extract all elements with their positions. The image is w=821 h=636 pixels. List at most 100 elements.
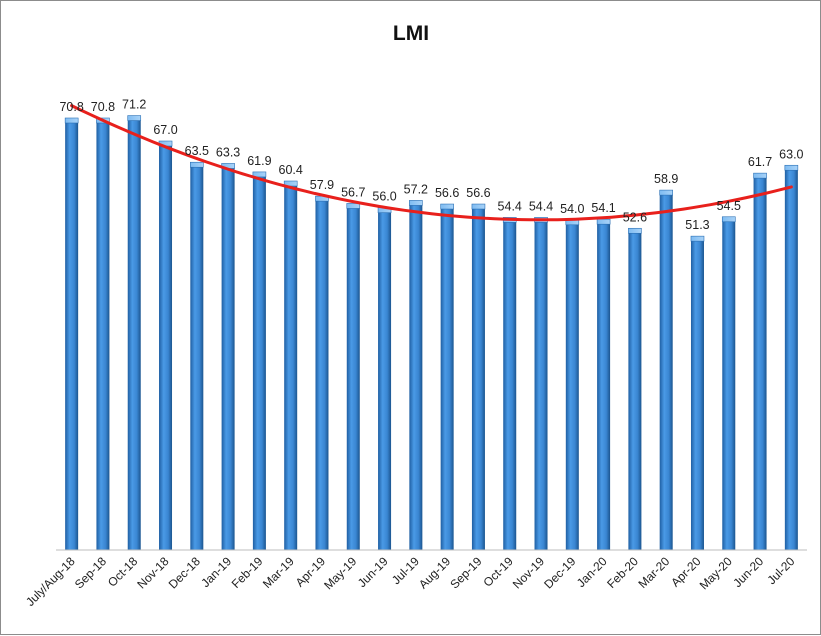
bar (690, 235, 705, 550)
bar (252, 171, 267, 550)
bar-cap (659, 189, 673, 196)
data-label: 61.9 (247, 154, 271, 168)
x-tick-label: Jun-20 (730, 554, 766, 590)
bar-cap (64, 117, 79, 124)
bar-body (690, 239, 704, 550)
x-tick-labels-group: July/Aug-18Sep-18Oct-18Nov-18Dec-18Jan-1… (23, 554, 798, 609)
bar (221, 163, 235, 550)
data-label: 51.3 (685, 218, 709, 232)
data-label: 58.9 (654, 172, 678, 186)
data-label: 52.6 (623, 210, 647, 224)
x-tick-label: May-20 (697, 554, 735, 592)
bar-cap (409, 200, 423, 206)
bar-body (378, 210, 392, 550)
bar-body (315, 199, 329, 550)
data-label: 70.8 (59, 100, 83, 114)
x-tick-label: Dec-18 (166, 554, 203, 591)
bar-cap (252, 171, 267, 178)
bar (502, 217, 517, 551)
bar-cap (753, 172, 767, 179)
data-label: 56.7 (341, 185, 365, 199)
data-label: 54.4 (498, 199, 522, 213)
bar (127, 115, 142, 551)
data-label: 63.3 (216, 145, 240, 159)
data-label: 54.1 (591, 201, 615, 215)
bar-body (628, 231, 642, 550)
bar (158, 140, 173, 550)
bar (659, 189, 673, 550)
bar-body (784, 168, 798, 551)
x-tick-label: Sep-19 (447, 554, 484, 591)
bar (534, 217, 548, 551)
bar (721, 216, 736, 550)
bar-cap (628, 227, 642, 234)
bar (346, 203, 361, 550)
bar-cap (346, 203, 361, 209)
bar-body (503, 220, 517, 551)
data-label: 70.8 (91, 100, 115, 114)
x-tick-label: July/Aug-18 (23, 554, 78, 609)
bar-cap (690, 235, 705, 242)
bar (565, 219, 580, 550)
x-tick-label: Aug-19 (416, 554, 453, 591)
bar (628, 227, 642, 550)
bar-body (65, 121, 79, 550)
bar (96, 117, 110, 550)
bar-body (471, 207, 485, 551)
x-tick-label: Oct-19 (480, 554, 516, 590)
x-tick-label: Feb-19 (229, 554, 266, 591)
bar (377, 207, 392, 550)
bar-body (565, 222, 579, 550)
bar-cap (721, 216, 736, 223)
x-tick-label: Dec-19 (541, 554, 578, 591)
x-tick-label: May-19 (321, 554, 359, 592)
x-tick-label: Feb-20 (604, 554, 641, 591)
bar (753, 172, 767, 550)
data-label: 56.6 (435, 186, 459, 200)
bar (315, 195, 329, 550)
bar-body (722, 219, 736, 550)
data-label: 63.5 (185, 144, 209, 158)
bar (784, 164, 799, 551)
bar-body (284, 184, 298, 550)
data-label: 67.0 (153, 123, 177, 137)
bar-cap (784, 164, 799, 171)
bar (596, 218, 611, 550)
x-tick-label: Oct-18 (105, 554, 141, 590)
bar-body (252, 174, 266, 550)
bar (283, 180, 298, 550)
bar-body (409, 203, 423, 550)
x-tick-label: Sep-18 (72, 554, 109, 591)
x-tick-label: Jan-20 (574, 554, 610, 590)
data-label: 54.4 (529, 199, 553, 213)
bars-group (64, 115, 799, 551)
bar-cap (190, 161, 204, 168)
bar-cap (127, 115, 142, 121)
x-tick-label: Mar-20 (636, 554, 673, 591)
chart-title: LMI (393, 22, 429, 45)
bar-body (597, 222, 611, 550)
bar-body (440, 207, 454, 551)
trendline (70, 104, 793, 222)
bar (64, 117, 79, 550)
data-label: 71.2 (122, 98, 146, 112)
bar-body (221, 166, 235, 550)
data-label: 60.4 (279, 163, 303, 177)
data-label: 63.0 (779, 147, 803, 161)
x-tick-label: Jun-19 (355, 554, 391, 590)
data-label: 61.7 (748, 155, 772, 169)
x-tick-label: Jan-19 (198, 554, 234, 590)
x-tick-label: Mar-19 (260, 554, 297, 591)
bar (190, 161, 204, 551)
bar (471, 203, 486, 551)
bar-cap (471, 203, 486, 210)
bar (440, 203, 454, 551)
data-label: 56.6 (466, 186, 490, 200)
data-label: 57.9 (310, 178, 334, 192)
data-label: 54.0 (560, 202, 584, 216)
data-labels-group: 70.8 70.8 71.2 67.0 63.5 63.3 61.9 60.4 57.9 56.7… (59, 98, 803, 233)
bar-body (346, 206, 360, 550)
bar (409, 200, 423, 550)
bar-body (190, 165, 204, 551)
